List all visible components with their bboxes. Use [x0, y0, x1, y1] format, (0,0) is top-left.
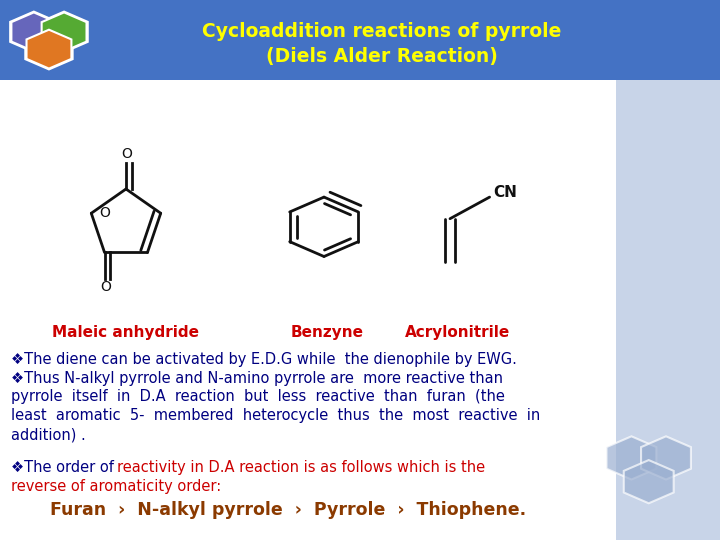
Text: O: O	[100, 280, 111, 294]
Polygon shape	[42, 12, 86, 51]
Polygon shape	[9, 10, 58, 53]
Polygon shape	[624, 460, 674, 503]
Polygon shape	[40, 10, 89, 53]
Text: Benzyne: Benzyne	[291, 325, 364, 340]
Polygon shape	[606, 436, 657, 480]
FancyBboxPatch shape	[616, 0, 720, 540]
Text: pyrrole  itself  in  D.A  reaction  but  less  reactive  than  furan  (the: pyrrole itself in D.A reaction but less …	[11, 389, 505, 404]
Text: O: O	[121, 147, 132, 161]
Polygon shape	[27, 30, 71, 69]
Text: ❖The order of: ❖The order of	[11, 460, 118, 475]
Text: Acrylonitrile: Acrylonitrile	[405, 325, 510, 340]
Text: ❖Thus N-alkyl pyrrole and N-amino pyrrole are  more reactive than: ❖Thus N-alkyl pyrrole and N-amino pyrrol…	[11, 370, 503, 386]
Text: reactivity in D.A reaction is as follows which is the: reactivity in D.A reaction is as follows…	[117, 460, 485, 475]
Text: least  aromatic  5-  membered  heterocycle  thus  the  most  reactive  in: least aromatic 5- membered heterocycle t…	[11, 408, 540, 423]
Text: O: O	[99, 206, 109, 220]
Text: addition) .: addition) .	[11, 427, 86, 442]
Polygon shape	[641, 436, 691, 480]
Text: reverse of aromaticity order:: reverse of aromaticity order:	[11, 478, 221, 494]
Polygon shape	[24, 28, 73, 71]
Text: ❖The diene can be activated by E.D.G while  the dienophile by EWG.: ❖The diene can be activated by E.D.G whi…	[11, 352, 517, 367]
Text: Cycloaddition reactions of pyrrole: Cycloaddition reactions of pyrrole	[202, 22, 562, 41]
Text: CN: CN	[493, 185, 517, 200]
Polygon shape	[12, 12, 56, 51]
Text: Maleic anhydride: Maleic anhydride	[53, 325, 199, 340]
Text: Furan  ›  N-alkyl pyrrole  ›  Pyrrole  ›  Thiophene.: Furan › N-alkyl pyrrole › Pyrrole › Thio…	[50, 501, 526, 519]
FancyBboxPatch shape	[0, 0, 720, 80]
Text: (Diels Alder Reaction): (Diels Alder Reaction)	[266, 47, 498, 66]
